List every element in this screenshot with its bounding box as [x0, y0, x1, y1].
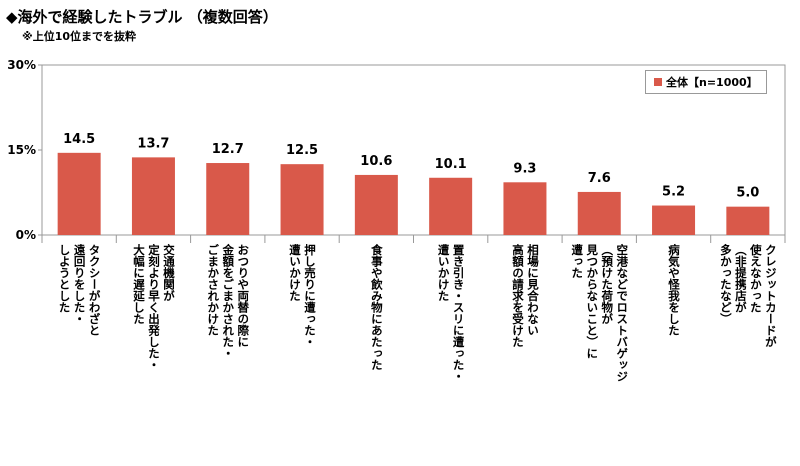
category-label: 相場に見合わない 高額の請求を受けた — [510, 244, 540, 348]
bar-value-label: 10.6 — [360, 154, 392, 169]
legend-label: 全体【n=1000】 — [666, 76, 758, 89]
bar — [57, 152, 101, 235]
category-label: おつりや両替の際に 金額をごまかされた・ ごまかされかけた — [206, 244, 251, 359]
bar — [726, 206, 770, 235]
bar — [577, 191, 621, 235]
bar-value-label: 12.5 — [286, 143, 318, 158]
bar — [503, 182, 547, 235]
chart-subtitle: ※上位10位までを抜粋 — [22, 30, 137, 43]
chart-title: ◆海外で経験したトラブル （複数回答） — [6, 8, 278, 26]
y-tick-label: 30% — [7, 58, 36, 72]
bar — [280, 164, 324, 235]
legend: 全体【n=1000】 — [645, 70, 767, 94]
bar-value-label: 13.7 — [137, 136, 169, 151]
category-label: 食事や飲み物にあたった — [369, 244, 384, 371]
category-label: タクシーがわざと 遠回りをした・ しようとした — [57, 244, 102, 336]
bar — [206, 163, 250, 235]
category-label: 病気や怪我をした — [667, 244, 682, 336]
bar — [131, 157, 175, 235]
y-tick-label: 0% — [16, 228, 36, 242]
bar-value-label: 14.5 — [63, 132, 95, 147]
legend-swatch — [654, 78, 662, 86]
category-label: 空港などでロストバゲッジ （預けた荷物が 見つからないこと）に 遭った — [570, 244, 630, 382]
category-label: 置き引き・スリに遭った・ 遭いかけた — [436, 244, 466, 382]
bar-value-label: 5.0 — [736, 186, 759, 201]
bar — [652, 205, 696, 235]
category-label: 押し売りに遭った・ 遭いかけた — [288, 244, 318, 348]
category-label: クレジットカードが 使えなかった （非提携店が 多かったなど） — [718, 244, 778, 348]
bar-value-label: 7.6 — [588, 171, 611, 186]
bar-value-label: 10.1 — [435, 157, 467, 172]
category-label: 交通機関が 定刻より早く出発した・ 大幅に遅延した — [131, 244, 176, 371]
bar-value-label: 5.2 — [662, 185, 685, 200]
y-tick-label: 15% — [7, 143, 36, 157]
bar-value-label: 12.7 — [212, 142, 244, 157]
bar-value-label: 9.3 — [513, 161, 536, 176]
bar — [429, 177, 473, 235]
bar — [354, 174, 398, 235]
